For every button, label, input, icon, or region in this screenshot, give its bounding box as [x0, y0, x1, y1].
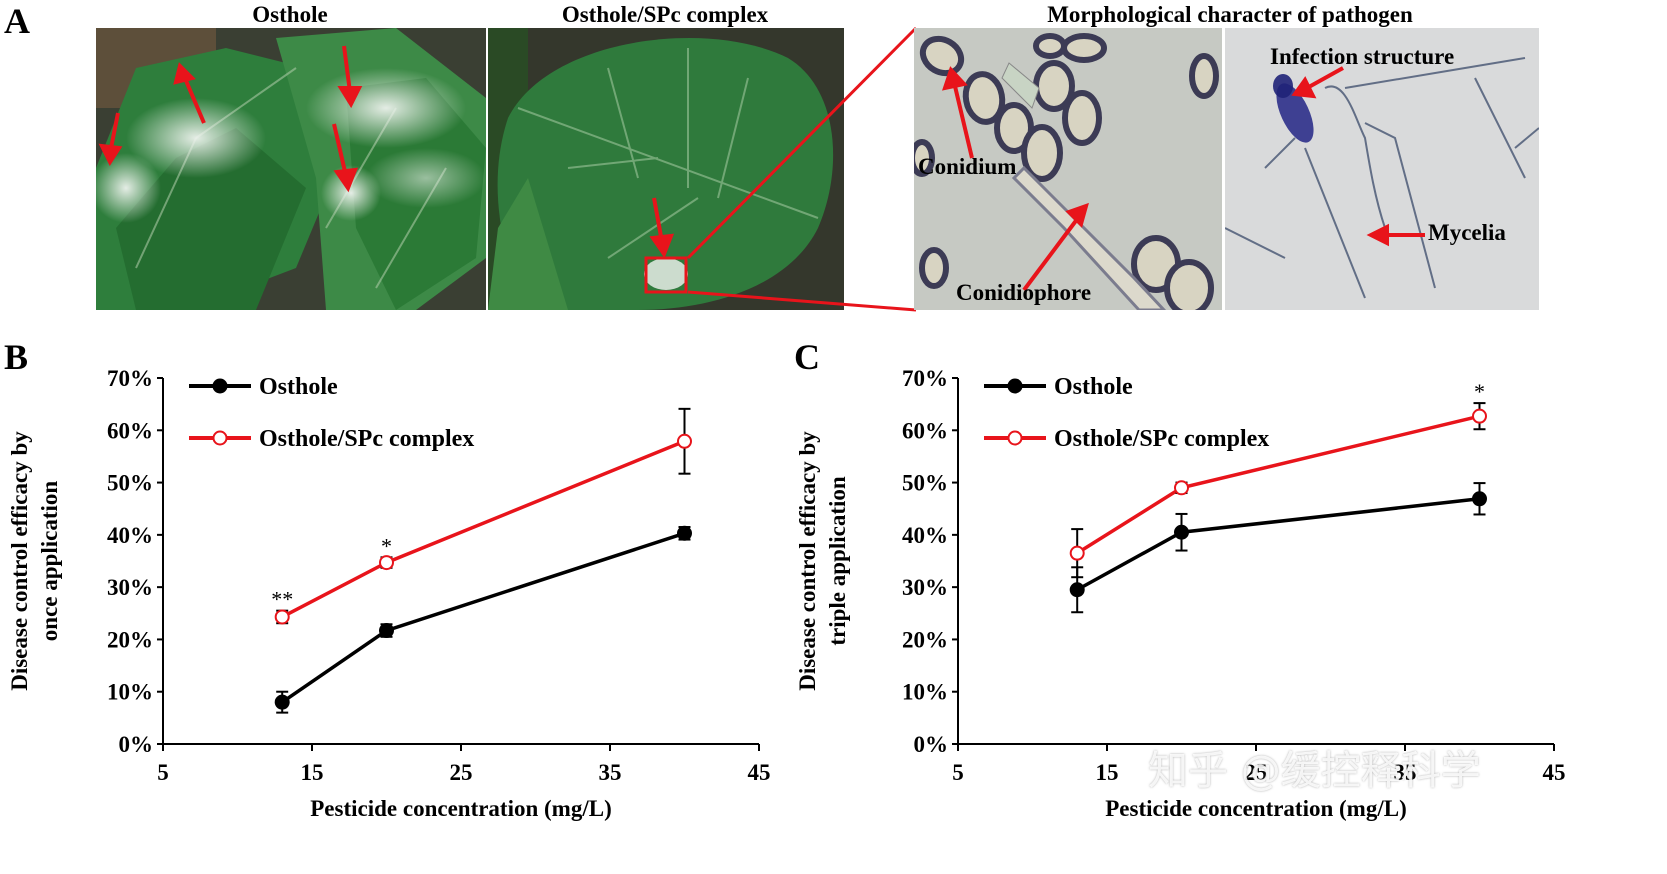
x-tick-label: 15: [301, 760, 324, 785]
panel-label-c: C: [794, 337, 820, 377]
x-tick-label: 15: [1096, 760, 1119, 785]
y-tick-label: 40%: [107, 523, 153, 548]
x-tick-label: 35: [1394, 760, 1417, 785]
x-tick-label: 5: [952, 760, 964, 785]
y-tick-label: 30%: [902, 575, 948, 600]
y-tick-label: 20%: [902, 627, 948, 652]
y-tick-label: 70%: [107, 366, 153, 391]
y-tick-label: 10%: [107, 680, 153, 705]
leaf-photo-osthole-graphic: [96, 28, 486, 310]
data-point-complex: [677, 433, 692, 449]
label-conidiophore: Conidiophore: [956, 280, 1092, 305]
data-point-osthole: [1069, 582, 1085, 598]
data-point-osthole: [379, 623, 394, 639]
legend-marker-complex: [1007, 430, 1023, 446]
series-line-complex: [281, 439, 686, 619]
y-axis-label-line2: once application: [37, 481, 62, 642]
label-mycelia: Mycelia: [1428, 220, 1506, 245]
watermark: 知乎 @缓控释科学: [1148, 748, 1481, 794]
data-point-complex: [379, 555, 394, 571]
chart-b: 0% 10% 20% 30% 40% 50% 60% 70% 5 15 25 35 45 Pesticid…: [7, 366, 771, 821]
legend-label-complex: Osthole/SPc complex: [259, 426, 474, 452]
legend-label-osthole: Osthole: [259, 374, 338, 400]
micrograph-conidia: [914, 28, 1222, 310]
photo-title-osthole: Osthole: [252, 2, 328, 27]
y-tick-label: 0%: [914, 732, 949, 757]
y-axis-label-line1: Disease control efficacy by: [795, 431, 820, 691]
micrograph-infection: [1225, 28, 1539, 310]
legend-marker-complex: [212, 430, 228, 446]
data-point-osthole: [1174, 524, 1189, 540]
y-tick-label: 60%: [902, 418, 948, 443]
panel-label-b: B: [4, 337, 29, 377]
legend-marker-osthole: [1007, 378, 1023, 394]
x-axis-label: Pesticide concentration (mg/L): [1105, 796, 1406, 821]
y-tick-label: 50%: [902, 471, 948, 496]
y-tick-label: 50%: [107, 471, 153, 496]
significance-marker: **: [271, 587, 293, 612]
y-tick-label: 40%: [902, 523, 948, 548]
photo-title-morphology: Morphological character of pathogen: [1047, 2, 1413, 27]
x-tick-label: 45: [748, 760, 771, 785]
chart-c: 0% 10% 20% 30% 40% 50% 60% 70% 5 15 25 35 45 Pesticid…: [795, 366, 1566, 821]
data-point-osthole: [1472, 491, 1487, 507]
x-tick-label: 35: [599, 760, 622, 785]
y-tick-label: 10%: [902, 680, 948, 705]
data-point-complex: [1472, 408, 1487, 424]
y-tick-label: 30%: [107, 575, 153, 600]
y-tick-label: 70%: [902, 366, 948, 391]
x-tick-label: 45: [1543, 760, 1566, 785]
legend-label-complex: Osthole/SPc complex: [1054, 426, 1269, 452]
panel-label-a: A: [4, 1, 30, 41]
y-axis-label-line2: triple application: [825, 476, 850, 646]
data-point-osthole: [274, 694, 290, 710]
x-tick-label: 25: [1245, 760, 1268, 785]
data-point-complex: [1069, 545, 1085, 561]
photo-title-complex: Osthole/SPc complex: [561, 2, 769, 27]
x-tick-label: 25: [450, 760, 473, 785]
leaf-photo-complex: [488, 28, 844, 310]
legend-label-osthole: Osthole: [1054, 374, 1133, 400]
y-tick-label: 0%: [119, 732, 154, 757]
series-line-osthole: [1076, 497, 1480, 592]
legend-marker-osthole: [212, 378, 228, 394]
x-axis-label: Pesticide concentration (mg/L): [310, 796, 611, 821]
micrograph-infection-graphic: [1225, 28, 1539, 310]
micrograph-conidia-graphic: [914, 28, 1222, 310]
y-axis-label-line1: Disease control efficacy by: [7, 431, 32, 691]
leaf-photo-osthole: [96, 28, 486, 310]
label-conidium: Conidium: [918, 154, 1017, 179]
significance-marker: *: [381, 533, 392, 558]
significance-marker: *: [1474, 379, 1485, 404]
leaf-photo-complex-graphic: [488, 28, 844, 310]
data-point-complex: [274, 609, 290, 625]
label-infection-structure: Infection structure: [1270, 44, 1455, 69]
data-point-complex: [1174, 480, 1189, 496]
series-line-osthole: [281, 531, 686, 704]
x-tick-label: 5: [157, 760, 169, 785]
y-tick-label: 20%: [107, 627, 153, 652]
y-tick-label: 60%: [107, 418, 153, 443]
data-point-osthole: [677, 525, 692, 541]
